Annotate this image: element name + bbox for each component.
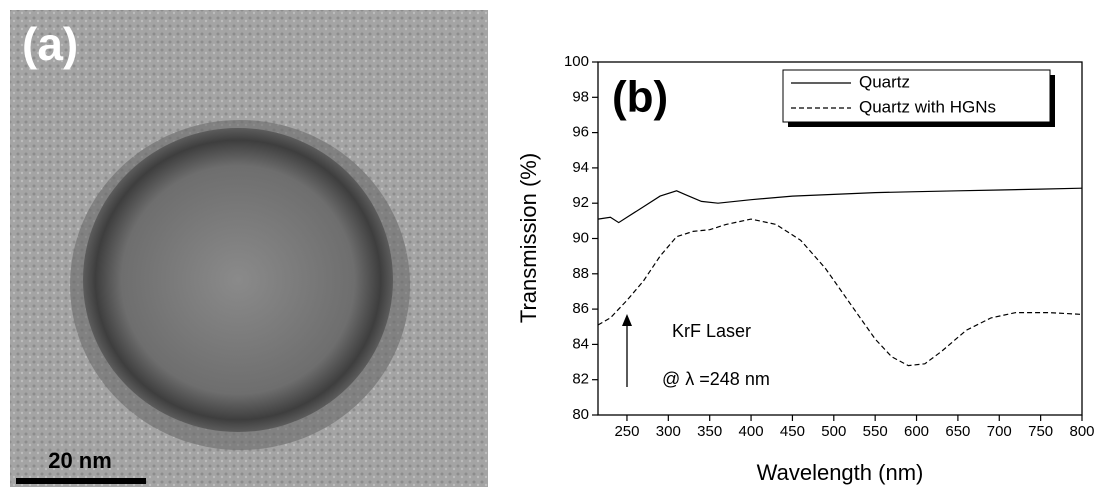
legend-label: Quartz with HGNs bbox=[859, 97, 996, 116]
figure: (a) 20 nm (b) Wavelength (nm) Transmissi… bbox=[0, 0, 1100, 487]
scale-bar bbox=[16, 478, 146, 484]
tem-image: (a) 20 nm bbox=[10, 10, 488, 487]
x-tick-label: 450 bbox=[780, 423, 805, 440]
y-tick-label: 96 bbox=[572, 124, 589, 141]
x-tick-label: 600 bbox=[904, 423, 929, 440]
particle bbox=[83, 128, 393, 432]
x-tick-label: 350 bbox=[697, 423, 722, 440]
x-tick-label: 550 bbox=[863, 423, 888, 440]
annotation: @ λ =248 nm bbox=[662, 369, 770, 389]
legend-label: Quartz bbox=[859, 72, 910, 91]
x-tick-label: 300 bbox=[656, 423, 681, 440]
annotation: KrF Laser bbox=[672, 321, 751, 341]
annotation-arrowhead bbox=[622, 314, 632, 326]
y-tick-label: 80 bbox=[572, 406, 589, 423]
x-tick-label: 650 bbox=[945, 423, 970, 440]
page: (a) 20 nm (b) Wavelength (nm) Transmissi… bbox=[0, 0, 1100, 487]
x-tick-label: 700 bbox=[987, 423, 1012, 440]
x-tick-label: 800 bbox=[1069, 423, 1094, 440]
y-tick-label: 94 bbox=[572, 159, 589, 176]
scale-bar-label: 20 nm bbox=[48, 448, 112, 473]
series-line bbox=[598, 188, 1082, 222]
y-tick-label: 82 bbox=[572, 371, 589, 388]
y-axis-label: Transmission (%) bbox=[516, 153, 541, 323]
y-tick-label: 100 bbox=[564, 53, 589, 70]
x-axis-label: Wavelength (nm) bbox=[757, 460, 924, 485]
x-tick-label: 400 bbox=[739, 423, 764, 440]
y-tick-label: 90 bbox=[572, 229, 589, 246]
y-tick-label: 84 bbox=[572, 335, 589, 352]
y-tick-label: 92 bbox=[572, 194, 589, 211]
series-line bbox=[598, 219, 1082, 366]
y-tick-label: 98 bbox=[572, 88, 589, 105]
x-tick-label: 250 bbox=[614, 423, 639, 440]
x-tick-label: 750 bbox=[1028, 423, 1053, 440]
x-tick-label: 500 bbox=[821, 423, 846, 440]
y-tick-label: 88 bbox=[572, 265, 589, 282]
y-tick-label: 86 bbox=[572, 300, 589, 317]
chart: (b) Wavelength (nm) Transmission (%) KrF… bbox=[516, 53, 1095, 485]
panel-label: (b) bbox=[612, 73, 668, 122]
panel-label: (a) bbox=[22, 18, 78, 70]
